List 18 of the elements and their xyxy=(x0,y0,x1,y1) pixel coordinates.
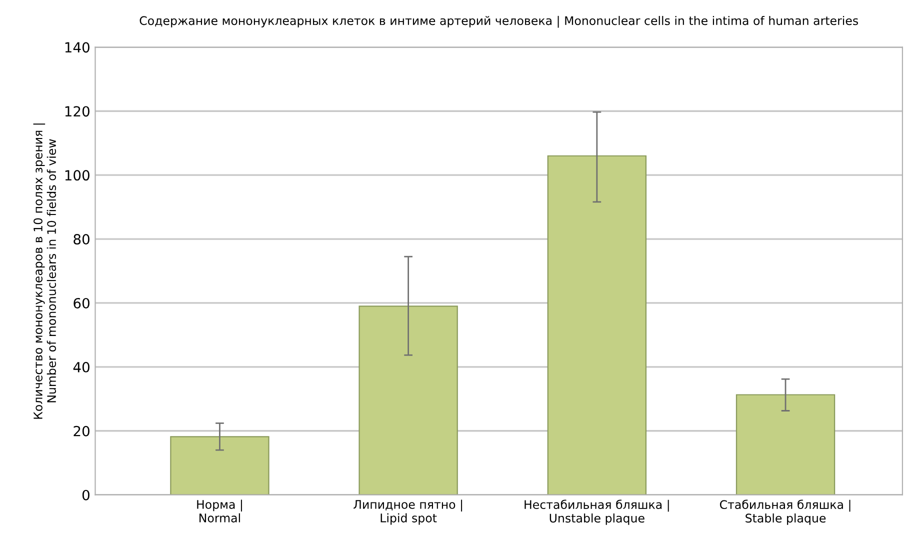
x-tick-label: Стабильная бляшка | Stable plaque xyxy=(720,500,850,525)
x-tick-label: Липидное пятно | Lipid spot xyxy=(354,500,462,525)
y-tick-label: 40 xyxy=(73,362,90,372)
chart-title: Содержание мононуклеарных клеток в интиме артерий человека | Mononuclear cells in the intima of human arteries xyxy=(140,16,858,28)
y-tick-label: 120 xyxy=(65,106,90,117)
y-axis-title: Количество мононуклеаров в 10 полях зрения | Number of mononuclears in 10 fields of view xyxy=(33,124,56,419)
bar xyxy=(170,436,270,495)
y-tick-label: 140 xyxy=(65,42,90,53)
bar xyxy=(547,155,647,495)
y-tick-label: 80 xyxy=(74,234,90,244)
bar xyxy=(358,306,458,495)
bar xyxy=(736,394,836,495)
y-tick-label: 0 xyxy=(82,490,90,500)
y-tick-label: 20 xyxy=(74,426,90,436)
x-tick-label: Норма | Normal xyxy=(197,500,242,522)
y-tick-label: 100 xyxy=(65,170,90,181)
y-tick-label: 60 xyxy=(74,298,90,308)
x-tick-label: Нестабильная бляшка | Unstable plaque xyxy=(524,500,669,525)
